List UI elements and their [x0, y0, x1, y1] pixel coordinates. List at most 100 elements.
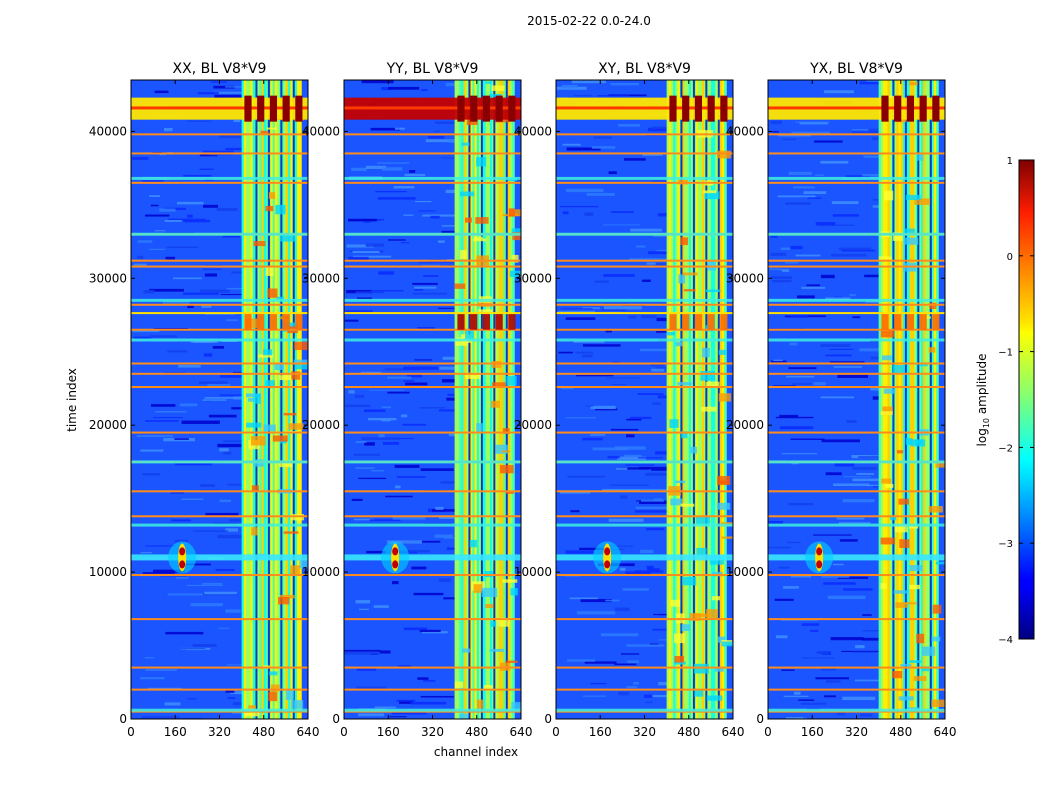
noise-streak: [434, 534, 453, 538]
noise-streak: [863, 155, 893, 158]
noise-streak: [795, 121, 830, 123]
noise-streak: [400, 242, 410, 244]
channel-stripe: [907, 80, 910, 719]
noise-streak: [178, 364, 201, 368]
noise-streak: [590, 682, 607, 685]
band-patch: [910, 439, 926, 447]
rfi-block-mid: [669, 313, 677, 330]
flagged-row: [344, 303, 521, 306]
band-patch: [465, 330, 474, 340]
flagged-row: [344, 265, 521, 268]
rfi-block: [906, 95, 915, 122]
band-patch: [909, 525, 919, 529]
rfi-line: [131, 106, 308, 110]
noise-streak: [167, 593, 204, 596]
panel-xy: XY, BL V8*V9 0 160 320 480 640 0 10000 20000 3000…: [514, 61, 745, 739]
noise-streak: [363, 221, 371, 223]
noise-streak: [204, 273, 218, 277]
noise-streak: [650, 364, 665, 367]
flagged-row: [131, 265, 308, 268]
band-patch: [245, 318, 260, 329]
band-patch: [276, 296, 284, 300]
band-patch: [454, 681, 464, 688]
channel-stripe: [296, 80, 300, 719]
x-tick-label: 0: [127, 725, 135, 739]
rfi-block-mid: [295, 313, 303, 330]
noise-streak: [382, 442, 400, 445]
flagged-row: [556, 303, 733, 306]
channel-stripe: [463, 80, 467, 719]
noise-streak: [570, 510, 580, 513]
flagged-row: [131, 386, 308, 389]
noise-streak: [356, 297, 373, 300]
noise-streak: [395, 485, 401, 489]
band-patch: [718, 349, 727, 355]
channel-stripe: [708, 80, 712, 719]
noise-streak: [806, 284, 820, 287]
cyan-row: [556, 460, 733, 464]
noise-streak: [164, 219, 182, 222]
noise-streak: [852, 478, 884, 482]
rfi-line: [131, 312, 308, 315]
channel-stripe: [697, 80, 701, 719]
flagged-row: [131, 515, 308, 518]
noise-streak: [638, 466, 671, 470]
channel-stripe: [927, 80, 930, 719]
noise-streak: [417, 677, 429, 680]
band-patch: [881, 478, 892, 484]
noise-streak: [633, 681, 639, 685]
flagged-row: [768, 688, 945, 691]
noise-streak: [179, 403, 198, 407]
noise-streak: [214, 94, 244, 98]
noise-streak: [387, 391, 410, 394]
flagged-row: [131, 328, 308, 331]
noise-streak: [152, 569, 185, 573]
noise-streak: [820, 667, 837, 671]
noise-streak: [231, 711, 242, 714]
cyan-row: [131, 232, 308, 236]
flagged-row: [768, 328, 945, 331]
y-tick-label: 30000: [302, 271, 340, 285]
band-patch: [666, 332, 676, 336]
band-patch: [248, 398, 255, 402]
band-patch: [511, 702, 521, 711]
noise-streak: [771, 360, 787, 363]
x-tick-label: 640: [510, 725, 533, 739]
y-tick-label: 10000: [89, 565, 127, 579]
x-tick-label: 480: [252, 725, 275, 739]
band-patch: [892, 232, 903, 241]
rfi-block: [669, 95, 677, 122]
noise-streak: [823, 90, 854, 94]
x-tick-label: 160: [801, 725, 824, 739]
noise-streak: [827, 595, 866, 600]
band-patch: [476, 423, 483, 433]
band-patch: [251, 485, 259, 491]
heatmap-image: [344, 80, 521, 719]
noise-streak: [133, 336, 152, 339]
noise-streak: [815, 222, 836, 226]
cyan-row: [131, 298, 308, 302]
band-patch: [251, 436, 266, 446]
noise-streak: [149, 195, 160, 198]
channel-stripe: [885, 80, 888, 719]
noise-streak: [363, 409, 386, 413]
noise-streak: [407, 374, 423, 378]
x-tick-label: 640: [297, 725, 320, 739]
noise-streak: [441, 379, 458, 383]
noise-streak: [425, 139, 457, 143]
noise-streak: [788, 502, 814, 506]
noise-streak: [438, 515, 462, 519]
noise-streak: [370, 127, 401, 131]
flagged-row: [768, 490, 945, 493]
noise-streak: [855, 645, 865, 649]
panel-title: XY, BL V8*V9: [598, 61, 691, 77]
channel-gap: [267, 80, 270, 719]
channel-stripe: [715, 80, 718, 719]
noise-streak: [859, 713, 873, 717]
noise-streak: [785, 202, 811, 205]
noise-streak: [365, 243, 384, 247]
noise-streak: [638, 488, 677, 490]
noise-streak: [605, 599, 620, 602]
band-patch: [931, 636, 941, 642]
noise-streak: [852, 316, 861, 319]
